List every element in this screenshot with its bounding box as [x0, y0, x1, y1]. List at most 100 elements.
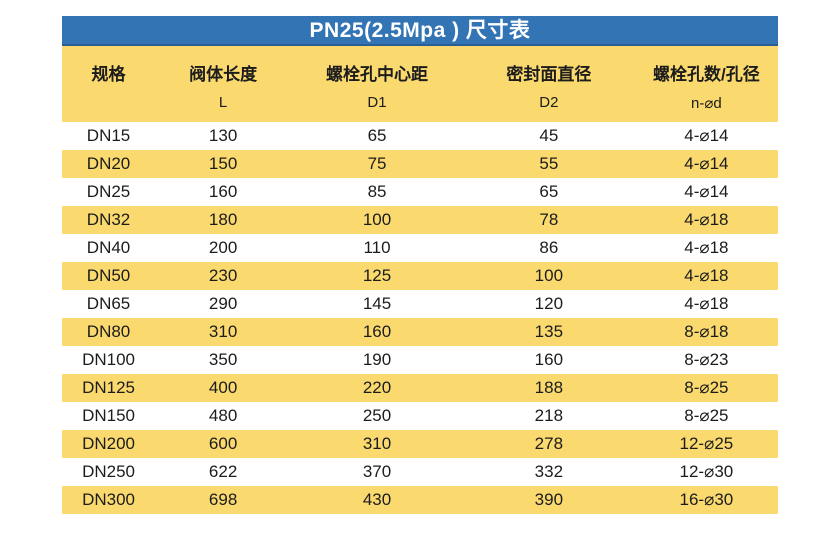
table-cell: 135: [534, 322, 564, 341]
table-cell: 310: [208, 322, 238, 341]
table-cell: 8-⌀25: [684, 378, 729, 397]
table-cell: 145: [362, 294, 392, 313]
table-cell: 130: [208, 126, 238, 145]
table-cell: 160: [362, 322, 392, 341]
table-cell: 8-⌀23: [684, 350, 729, 369]
table-cell: 78: [539, 210, 559, 229]
table-body: DN15 130 65 45 4-⌀14 DN20 150 75 55 4-⌀14 DN25 160 8…: [62, 122, 778, 514]
table-cell: 16-⌀30: [679, 490, 734, 509]
table-row: DN100 350 190 160 8-⌀23: [62, 346, 778, 374]
table-cell: 698: [208, 490, 238, 509]
table-cell: 4-⌀14: [684, 154, 729, 173]
table-cell: 370: [362, 462, 392, 481]
table-cell: DN15: [86, 126, 131, 145]
table-cell: 390: [534, 490, 564, 509]
table-cell: DN100: [82, 350, 135, 369]
table-cell: 120: [534, 294, 564, 313]
header-label: 阀体长度: [189, 65, 258, 84]
dimension-table: 规格 阀体长度 L 螺栓孔中心距 D1 密封面直径 D2 螺栓孔数/孔径: [62, 46, 778, 514]
table-row: DN65 290 145 120 4-⌀18: [62, 290, 778, 318]
header-code: n-⌀d: [691, 95, 722, 112]
header-sealing-face-diameter: 密封面直径 D2: [462, 46, 635, 122]
table-row: DN300 698 430 390 16-⌀30: [62, 486, 778, 514]
table-row: DN40 200 110 86 4-⌀18: [62, 234, 778, 262]
table-cell: 332: [534, 462, 564, 481]
table-row: DN80 310 160 135 8-⌀18: [62, 318, 778, 346]
header-label: 螺栓孔中心距: [326, 65, 429, 84]
table-cell: 622: [208, 462, 238, 481]
table-cell: DN150: [82, 406, 135, 425]
table-row: DN125 400 220 188 8-⌀25: [62, 374, 778, 402]
header-bolt-holes: 螺栓孔数/孔径 n-⌀d: [634, 46, 778, 122]
table-cell: 4-⌀18: [684, 266, 729, 285]
header-spec: 规格: [62, 46, 156, 122]
table-cell: 125: [362, 266, 392, 285]
table-cell: 218: [534, 406, 564, 425]
table-cell: 12-⌀25: [679, 434, 734, 453]
table-title: PN25(2.5Mpa ) 尺寸表: [62, 16, 778, 46]
table-cell: 55: [539, 154, 559, 173]
table-cell: 230: [208, 266, 238, 285]
header-code: D1: [367, 94, 387, 111]
table-cell: 4-⌀18: [684, 238, 729, 257]
table-cell: DN250: [82, 462, 135, 481]
table-header: 规格 阀体长度 L 螺栓孔中心距 D1 密封面直径 D2 螺栓孔数/孔径: [62, 46, 778, 122]
table-cell: 600: [208, 434, 238, 453]
table-row: DN250 622 370 332 12-⌀30: [62, 458, 778, 486]
table-cell: 100: [534, 266, 564, 285]
table-cell: DN25: [86, 182, 131, 201]
dimension-sheet: PN25(2.5Mpa ) 尺寸表 规格 阀体长度 L 螺栓孔中心距 D1: [62, 16, 778, 514]
table-cell: 250: [362, 406, 392, 425]
table-cell: DN65: [86, 294, 131, 313]
table-cell: DN200: [82, 434, 135, 453]
table-cell: 200: [208, 238, 238, 257]
table-cell: DN32: [86, 210, 131, 229]
table-cell: 4-⌀14: [684, 126, 729, 145]
table-cell: 160: [534, 350, 564, 369]
table-cell: 4-⌀18: [684, 294, 729, 313]
table-row: DN32 180 100 78 4-⌀18: [62, 206, 778, 234]
header-label: 螺栓孔数/孔径: [653, 65, 760, 84]
table-cell: 45: [539, 126, 559, 145]
table-cell: 75: [367, 154, 387, 173]
table-cell: DN20: [86, 154, 131, 173]
table-cell: 180: [208, 210, 238, 229]
header-code: [62, 94, 155, 112]
table-row: DN150 480 250 218 8-⌀25: [62, 402, 778, 430]
table-cell: 65: [367, 126, 387, 145]
table-cell: 430: [362, 490, 392, 509]
table-row: DN15 130 65 45 4-⌀14: [62, 122, 778, 150]
table-row: DN25 160 85 65 4-⌀14: [62, 178, 778, 206]
table-cell: 480: [208, 406, 238, 425]
table-row: DN20 150 75 55 4-⌀14: [62, 150, 778, 178]
table-row: DN200 600 310 278 12-⌀25: [62, 430, 778, 458]
table-cell: 8-⌀25: [684, 406, 729, 425]
table-cell: 110: [363, 238, 391, 257]
header-bolt-hole-center-distance: 螺栓孔中心距 D1: [291, 46, 463, 122]
table-cell: 310: [362, 434, 392, 453]
table-cell: DN80: [86, 322, 131, 341]
table-cell: DN300: [82, 490, 135, 509]
header-label: 规格: [91, 65, 126, 84]
table-cell: 100: [362, 210, 392, 229]
table-cell: 4-⌀18: [684, 210, 729, 229]
table-cell: 350: [208, 350, 238, 369]
header-code: L: [218, 94, 228, 111]
header-label: 密封面直径: [506, 65, 592, 84]
table-row: DN50 230 125 100 4-⌀18: [62, 262, 778, 290]
table-cell: 65: [539, 182, 559, 201]
table-cell: 220: [362, 378, 392, 397]
table-cell: 85: [367, 182, 387, 201]
table-cell: 150: [208, 154, 238, 173]
table-cell: 400: [208, 378, 238, 397]
table-cell: DN50: [86, 266, 131, 285]
table-cell: 188: [534, 378, 564, 397]
table-cell: 12-⌀30: [679, 462, 734, 481]
table-cell: DN125: [82, 378, 135, 397]
table-cell: 278: [534, 434, 564, 453]
table-cell: 86: [539, 238, 559, 257]
header-body-length: 阀体长度 L: [155, 46, 292, 122]
table-cell: 290: [208, 294, 238, 313]
header-code: D2: [539, 94, 559, 111]
table-cell: 8-⌀18: [684, 322, 729, 341]
